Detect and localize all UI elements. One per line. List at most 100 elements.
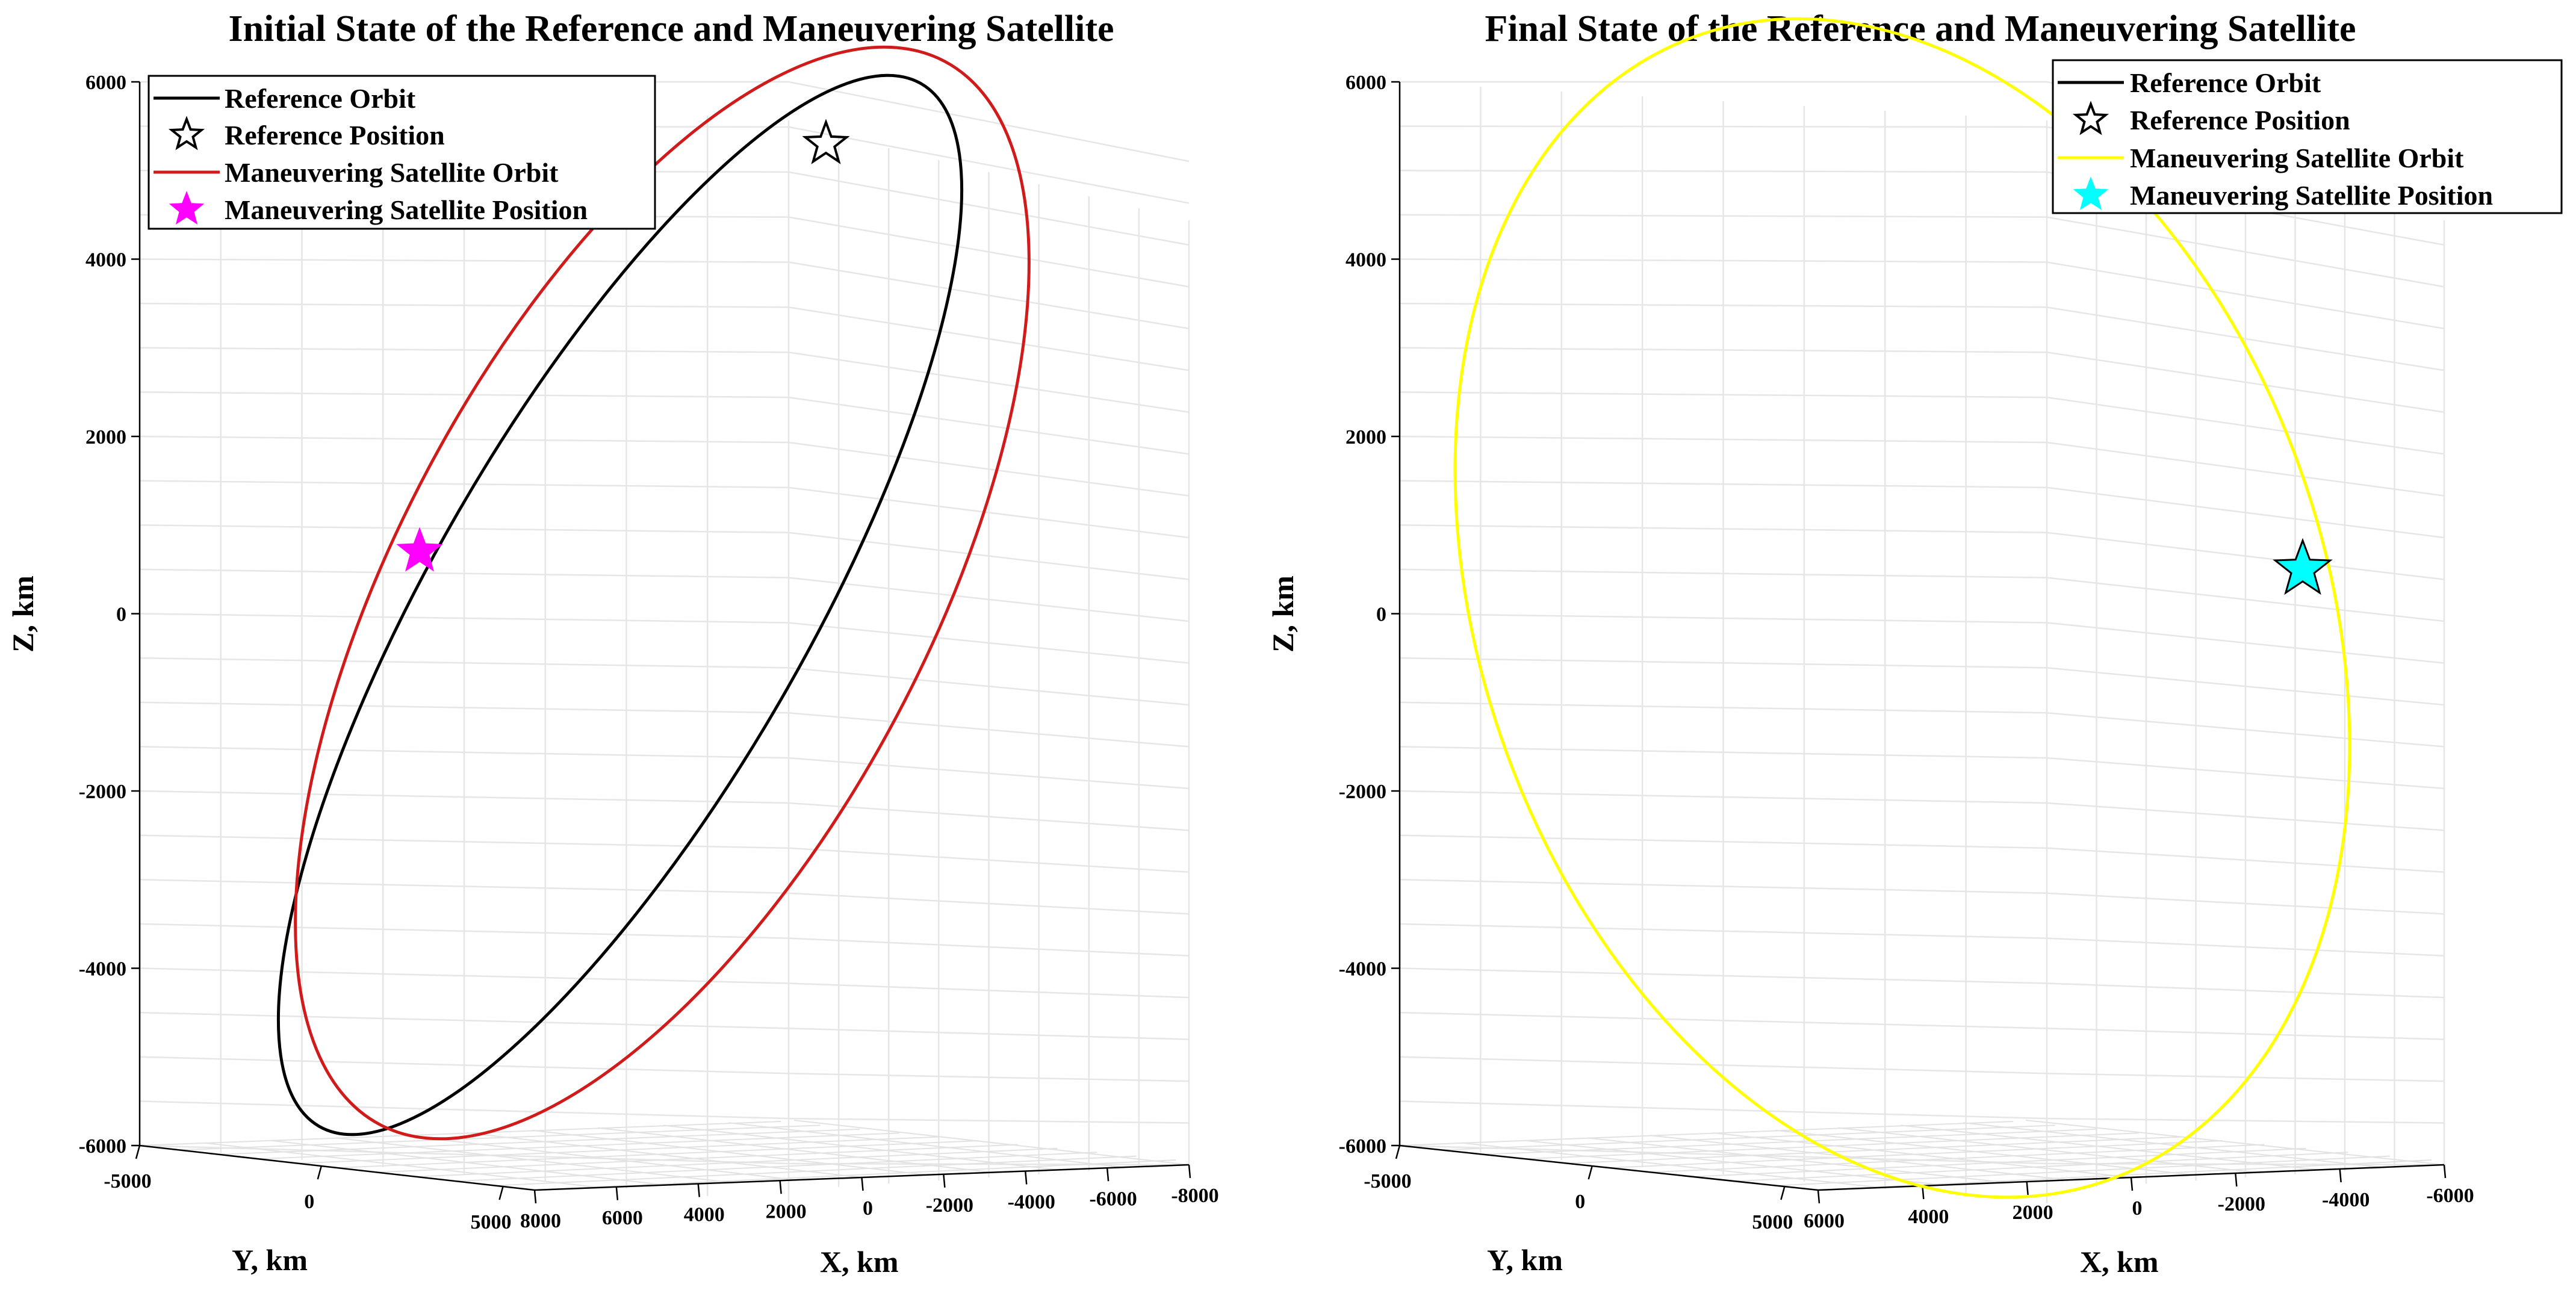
right-x-tick-mark	[1817, 1189, 1820, 1204]
left-legend-maneuvering-position-swatch	[169, 191, 205, 225]
left-x-tick-mark	[697, 1183, 700, 1197]
left-floor-line	[205, 1142, 600, 1188]
left-x-tick-mark	[943, 1174, 946, 1188]
left-floor-line	[219, 1128, 860, 1155]
right-x-tick-mark	[2026, 1181, 2029, 1195]
left-x-tick-label: -6000	[1089, 1188, 1137, 1210]
right-y-tick-label: -5000	[1364, 1170, 1411, 1192]
left-floor-line	[534, 1159, 1176, 1191]
left-x-ticks: 8000 6000 4000 2000 0 -2000 -4000 -6000 -8000	[520, 1164, 1219, 1232]
left-y-tick-label: 5000	[471, 1211, 512, 1233]
right-z-tick-label: -6000	[1339, 1135, 1386, 1158]
right-floor-line	[1462, 1142, 1881, 1188]
right-x-tick-label: 2000	[2013, 1202, 2053, 1224]
left-floor-line	[728, 1122, 1124, 1168]
right-floor-line	[1650, 1135, 2069, 1181]
left-y-axis-label: Y, km	[232, 1243, 308, 1277]
right-z-tick-label: -4000	[1339, 958, 1386, 981]
left-grid	[138, 81, 1190, 1203]
left-legend-reference-position-label: Reference Position	[225, 120, 445, 150]
left-legend-maneuvering-orbit-label: Maneuvering Satellite Orbit	[225, 157, 559, 188]
left-x-tick-label: 6000	[602, 1207, 643, 1229]
right-legend-box	[2052, 59, 2563, 214]
left-floor-line	[793, 1120, 1190, 1165]
left-z-tick-label: -4000	[79, 958, 126, 981]
left-x-tick-mark	[861, 1177, 864, 1191]
left-legend: Reference Orbit Reference Position Maneu…	[147, 75, 656, 230]
left-y-tick-mark	[498, 1186, 504, 1200]
right-floor-line	[1524, 1140, 1944, 1186]
right-chart: Final State of the Reference and Maneuve…	[1266, 8, 2563, 1279]
left-floor-line	[335, 1137, 731, 1183]
left-x-tick-label: 2000	[766, 1200, 807, 1223]
left-x-axis-label: X, km	[820, 1245, 899, 1279]
left-floor-line	[139, 1121, 781, 1146]
right-maneuvering-orbit	[1453, 17, 2351, 1199]
left-z-tick-label: 6000	[85, 72, 126, 94]
left-chart-title: Initial State of the Reference and Maneu…	[228, 8, 1114, 49]
left-z-ticks: 6000 4000 2000 0 -2000 -4000 -6000	[79, 72, 140, 1158]
left-y-tick-mark	[317, 1165, 322, 1180]
right-y-tick-label: 5000	[1752, 1211, 1793, 1233]
left-x-tick-label: 0	[863, 1197, 873, 1220]
left-floor-line	[455, 1152, 1097, 1182]
left-z-tick-label: -2000	[79, 781, 126, 803]
left-floor-line	[495, 1155, 1137, 1186]
right-y-ticks: -5000 0 5000	[1364, 1145, 1793, 1233]
right-legend-maneuvering-orbit-label: Maneuvering Satellite Orbit	[2130, 143, 2464, 173]
left-reference-orbit	[276, 73, 964, 1137]
left-y-tick-mark	[135, 1145, 141, 1159]
right-x-tick-mark	[1922, 1185, 1925, 1200]
left-x-tick-mark	[533, 1189, 537, 1204]
left-floor-grid	[139, 1120, 1190, 1191]
left-floor-line	[179, 1124, 821, 1151]
left-z-tick-label: 0	[116, 604, 126, 626]
left-z-tick-label: 4000	[85, 249, 126, 271]
left-x-tick-label: -8000	[1171, 1185, 1218, 1207]
right-legend-reference-orbit-label: Reference Orbit	[2130, 67, 2321, 98]
left-legend-maneuvering-position-label: Maneuvering Satellite Position	[225, 194, 588, 225]
left-x-tick-label: -2000	[926, 1194, 973, 1217]
right-floor-line	[1775, 1129, 2194, 1176]
left-x-tick-mark	[615, 1186, 619, 1200]
left-z-tick-label: 2000	[85, 426, 126, 448]
right-grid	[1398, 81, 2445, 1203]
right-y-tick-mark	[1780, 1186, 1786, 1200]
right-y-tick-mark	[1587, 1165, 1593, 1180]
right-y-tick-mark	[1395, 1145, 1401, 1159]
right-floor-line	[1483, 1128, 2097, 1155]
left-grid-line	[788, 81, 1190, 163]
left-floor-line	[467, 1132, 862, 1178]
left-grid-line	[788, 126, 1190, 204]
left-x-tick-mark	[1106, 1168, 1110, 1182]
right-x-tick-label: 0	[2132, 1197, 2143, 1220]
right-x-ticks: 6000 4000 2000 0 -2000 -4000 -6000	[1804, 1164, 2474, 1232]
right-floor-line	[1587, 1137, 2006, 1183]
right-floor-line	[1900, 1124, 2320, 1171]
right-x-tick-label: -6000	[2426, 1185, 2474, 1207]
right-z-tick-label: 4000	[1345, 249, 1386, 271]
right-z-ticks: 6000 4000 2000 0 -2000 -4000 -6000	[1339, 72, 1400, 1158]
left-y-tick-label: -5000	[104, 1170, 151, 1192]
left-x-tick-label: 4000	[684, 1204, 725, 1226]
right-floor-line	[1692, 1147, 2306, 1177]
right-x-axis-label: X, km	[2080, 1245, 2159, 1279]
right-y-tick-label: 0	[1575, 1191, 1585, 1213]
left-y-ticks: -5000 0 5000	[104, 1145, 512, 1233]
right-floor-line	[1837, 1127, 2257, 1173]
right-z-tick-label: 2000	[1345, 426, 1386, 448]
left-y-axis	[139, 1144, 535, 1191]
right-floor-line	[1776, 1155, 2390, 1186]
left-x-tick-mark	[779, 1180, 782, 1194]
right-z-tick-label: -2000	[1339, 781, 1386, 803]
left-legend-reference-position-swatch	[168, 116, 205, 150]
left-z-axis-label: Z, km	[6, 575, 40, 653]
left-x-tick-label: 8000	[520, 1210, 561, 1232]
right-floor-line	[1712, 1132, 2132, 1178]
right-x-tick-label: 6000	[1804, 1210, 1845, 1232]
right-y-axis-label: Y, km	[1487, 1243, 1563, 1277]
left-floor-line	[532, 1129, 928, 1176]
right-legend-reference-position-label: Reference Position	[2130, 105, 2350, 135]
right-z-tick-label: 6000	[1345, 72, 1386, 94]
